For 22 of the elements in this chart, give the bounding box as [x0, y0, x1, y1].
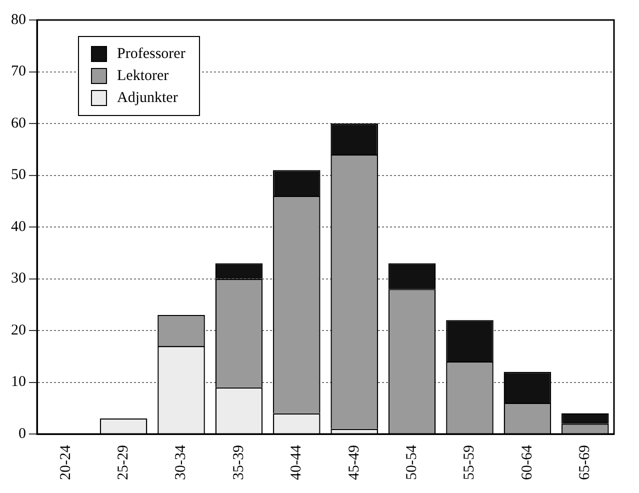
y-tick-label: 30 — [11, 270, 26, 287]
x-tick-label: 35-39 — [230, 445, 247, 480]
x-tick-label: 25-29 — [115, 445, 132, 480]
y-tick-label: 70 — [11, 64, 26, 80]
x-tick-label: 50-54 — [404, 444, 420, 480]
legend-label: Adjunkter — [117, 90, 178, 106]
x-tick-label: 45-49 — [346, 445, 362, 480]
y-tick-label: 80 — [11, 12, 26, 28]
x-tick-label: 20-24 — [58, 444, 74, 480]
legend-label: Professorer — [117, 46, 186, 62]
x-tick-label: 40-44 — [288, 444, 305, 480]
legend-label: Lektorer — [117, 68, 169, 84]
y-tick-label: 0 — [18, 426, 26, 442]
x-tick-label: 65-69 — [577, 445, 594, 480]
x-tick-label: 60-64 — [519, 444, 536, 480]
x-tick-label: 30-34 — [173, 444, 190, 480]
y-tick-label: 10 — [11, 374, 26, 390]
y-tick-label: 20 — [11, 322, 26, 338]
x-tick-label: 55-59 — [462, 445, 478, 480]
y-tick-label: 50 — [11, 167, 26, 184]
y-tick-label: 60 — [11, 115, 26, 132]
y-tick-label: 40 — [11, 218, 26, 235]
